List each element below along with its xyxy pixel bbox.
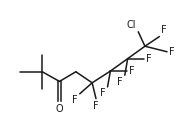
Text: F: F bbox=[146, 54, 151, 64]
Text: F: F bbox=[93, 101, 99, 111]
Text: O: O bbox=[56, 104, 63, 114]
Text: F: F bbox=[117, 77, 123, 87]
Text: F: F bbox=[129, 66, 134, 76]
Text: F: F bbox=[169, 47, 175, 57]
Text: F: F bbox=[72, 95, 78, 105]
Text: Cl: Cl bbox=[127, 20, 136, 30]
Text: F: F bbox=[100, 88, 106, 98]
Text: F: F bbox=[161, 25, 167, 35]
